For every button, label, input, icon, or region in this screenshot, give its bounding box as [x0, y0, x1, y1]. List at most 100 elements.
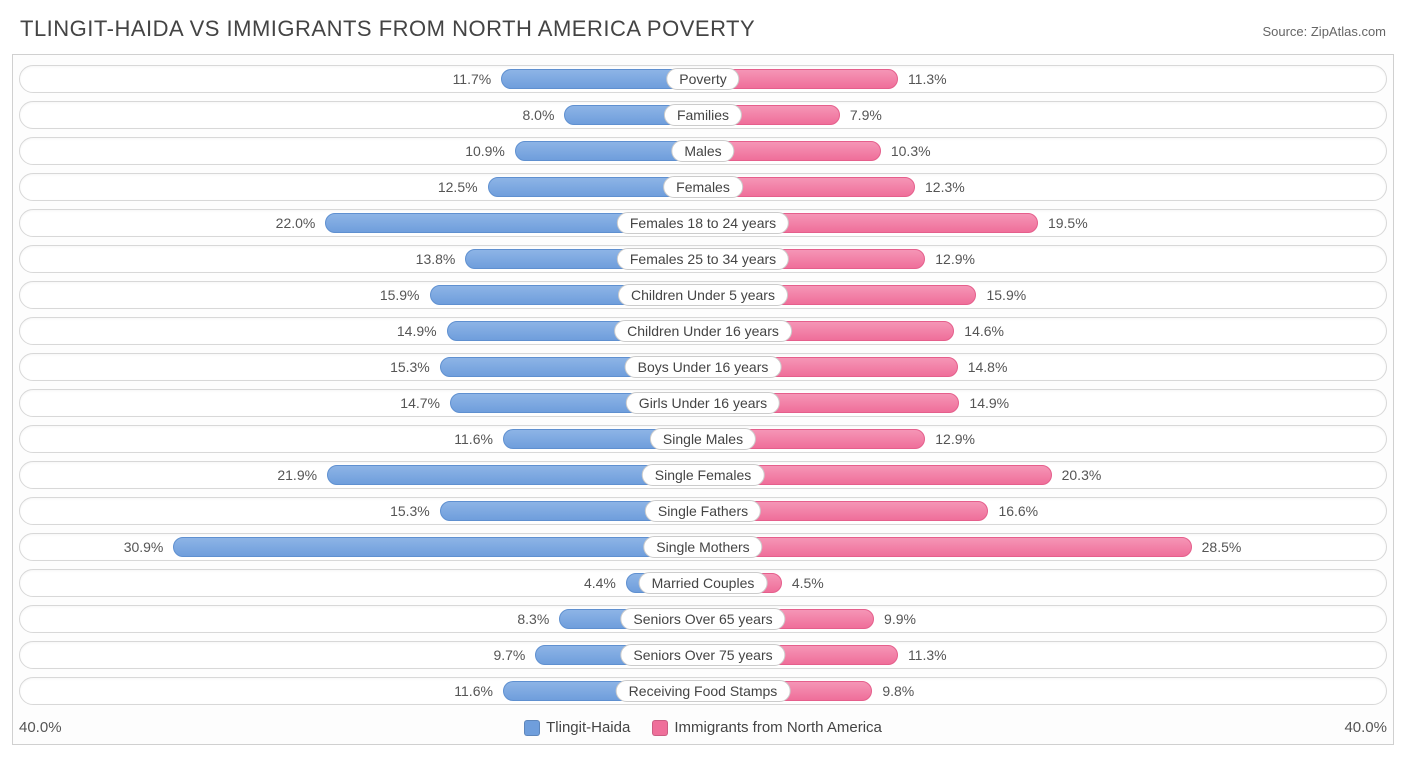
- row-right-half: 10.3%: [703, 138, 1386, 164]
- right-value-label: 9.8%: [874, 683, 922, 699]
- row-right-half: 7.9%: [703, 102, 1386, 128]
- chart-row: 30.9%28.5%Single Mothers: [19, 533, 1387, 561]
- row-right-half: 15.9%: [703, 282, 1386, 308]
- legend: Tlingit-Haida Immigrants from North Amer…: [524, 719, 882, 736]
- row-right-half: 12.3%: [703, 174, 1386, 200]
- row-left-half: 8.0%: [20, 102, 703, 128]
- row-left-half: 15.3%: [20, 498, 703, 524]
- row-left-half: 14.7%: [20, 390, 703, 416]
- right-value-label: 12.9%: [927, 431, 983, 447]
- row-right-half: 9.9%: [703, 606, 1386, 632]
- left-value-label: 9.7%: [485, 647, 533, 663]
- rows-container: 11.7%11.3%Poverty8.0%7.9%Families10.9%10…: [19, 65, 1387, 705]
- left-value-label: 15.3%: [382, 503, 438, 519]
- left-value-label: 15.9%: [372, 287, 428, 303]
- chart-row: 12.5% 12.3% Females: [19, 173, 1387, 201]
- category-pill: Single Males: [650, 428, 756, 450]
- category-pill: Females 18 to 24 years: [617, 212, 789, 234]
- legend-item-right: Immigrants from North America: [652, 719, 882, 736]
- row-right-half: 20.3%: [703, 462, 1386, 488]
- chart-row: 21.9% 20.3%Single Females: [19, 461, 1387, 489]
- left-value-label: 14.7%: [392, 395, 448, 411]
- chart-row: 15.3%16.6%Single Fathers: [19, 497, 1387, 525]
- left-value-label: 10.9%: [457, 143, 513, 159]
- category-pill: Females: [663, 176, 743, 198]
- row-left-half: 10.9%: [20, 138, 703, 164]
- left-value-label: 21.9%: [269, 467, 325, 483]
- chart-row: 15.3%14.8%Boys Under 16 years: [19, 353, 1387, 381]
- right-value-label: 28.5%: [1194, 539, 1250, 555]
- row-left-half: 13.8%: [20, 246, 703, 272]
- row-right-half: 11.3%: [703, 642, 1386, 668]
- left-value-label: 22.0%: [268, 215, 324, 231]
- legend-item-left: Tlingit-Haida: [524, 719, 630, 736]
- category-pill: Males: [671, 140, 734, 162]
- right-value-label: 12.9%: [927, 251, 983, 267]
- row-right-half: 14.8%: [703, 354, 1386, 380]
- chart-source: Source: ZipAtlas.com: [1262, 24, 1386, 39]
- legend-label-left: Tlingit-Haida: [546, 719, 630, 736]
- row-right-half: 14.6%: [703, 318, 1386, 344]
- row-left-half: 15.3%: [20, 354, 703, 380]
- category-pill: Girls Under 16 years: [626, 392, 780, 414]
- row-left-half: 9.7%: [20, 642, 703, 668]
- right-value-label: 14.9%: [961, 395, 1017, 411]
- left-value-label: 11.6%: [446, 683, 501, 699]
- row-right-half: 4.5%: [703, 570, 1386, 596]
- legend-swatch-left: [524, 720, 540, 736]
- chart-row: 11.6% 12.9% Single Males: [19, 425, 1387, 453]
- row-left-half: 15.9%: [20, 282, 703, 308]
- axis-max-left: 40.0%: [19, 719, 524, 736]
- chart-row: 14.9% 14.6% Children Under 16 years: [19, 317, 1387, 345]
- category-pill: Females 25 to 34 years: [617, 248, 789, 270]
- chart-row: 8.3%9.9%Seniors Over 65 years: [19, 605, 1387, 633]
- row-right-half: 19.5%: [703, 210, 1386, 236]
- right-value-label: 12.3%: [917, 179, 973, 195]
- category-pill: Seniors Over 75 years: [620, 644, 785, 666]
- row-left-half: 4.4%: [20, 570, 703, 596]
- row-right-half: 9.8%: [703, 678, 1386, 704]
- right-value-label: 7.9%: [842, 107, 890, 123]
- right-value-label: 15.9%: [978, 287, 1034, 303]
- chart-footer: 40.0% Tlingit-Haida Immigrants from Nort…: [19, 713, 1387, 736]
- row-left-half: 12.5%: [20, 174, 703, 200]
- chart-row: 11.7%11.3%Poverty: [19, 65, 1387, 93]
- category-pill: Children Under 5 years: [618, 284, 788, 306]
- left-value-label: 11.6%: [446, 431, 501, 447]
- chart-row: 9.7% 11.3%Seniors Over 75 years: [19, 641, 1387, 669]
- chart-row: 22.0% 19.5%Females 18 to 24 years: [19, 209, 1387, 237]
- row-right-half: 16.6%: [703, 498, 1386, 524]
- chart-row: 8.0% 7.9% Families: [19, 101, 1387, 129]
- category-pill: Families: [664, 104, 742, 126]
- category-pill: Children Under 16 years: [614, 320, 792, 342]
- category-pill: Single Females: [642, 464, 765, 486]
- legend-swatch-right: [652, 720, 668, 736]
- left-value-label: 11.7%: [445, 71, 500, 87]
- row-left-half: 14.9%: [20, 318, 703, 344]
- row-left-half: 11.7%: [20, 66, 703, 92]
- row-right-half: 12.9%: [703, 246, 1386, 272]
- category-pill: Receiving Food Stamps: [616, 680, 791, 702]
- row-left-half: 22.0%: [20, 210, 703, 236]
- category-pill: Single Mothers: [643, 536, 762, 558]
- right-value-label: 9.9%: [876, 611, 924, 627]
- row-left-half: 11.6%: [20, 426, 703, 452]
- chart-row: 10.9% 10.3%Males: [19, 137, 1387, 165]
- row-right-half: 12.9%: [703, 426, 1386, 452]
- right-value-label: 4.5%: [784, 575, 832, 591]
- chart-row: 11.6% 9.8% Receiving Food Stamps: [19, 677, 1387, 705]
- legend-label-right: Immigrants from North America: [674, 719, 882, 736]
- category-pill: Married Couples: [639, 572, 768, 594]
- chart-row: 14.7% 14.9% Girls Under 16 years: [19, 389, 1387, 417]
- left-value-label: 12.5%: [430, 179, 486, 195]
- axis-max-right: 40.0%: [882, 719, 1387, 736]
- right-value-label: 11.3%: [900, 71, 955, 87]
- chart-row: 15.9% 15.9% Children Under 5 years: [19, 281, 1387, 309]
- right-value-label: 14.6%: [956, 323, 1012, 339]
- row-right-half: 28.5%: [703, 534, 1386, 560]
- left-value-label: 15.3%: [382, 359, 438, 375]
- chart-row: 4.4% 4.5% Married Couples: [19, 569, 1387, 597]
- left-value-label: 8.0%: [514, 107, 562, 123]
- right-value-label: 14.8%: [960, 359, 1016, 375]
- row-right-half: 11.3%: [703, 66, 1386, 92]
